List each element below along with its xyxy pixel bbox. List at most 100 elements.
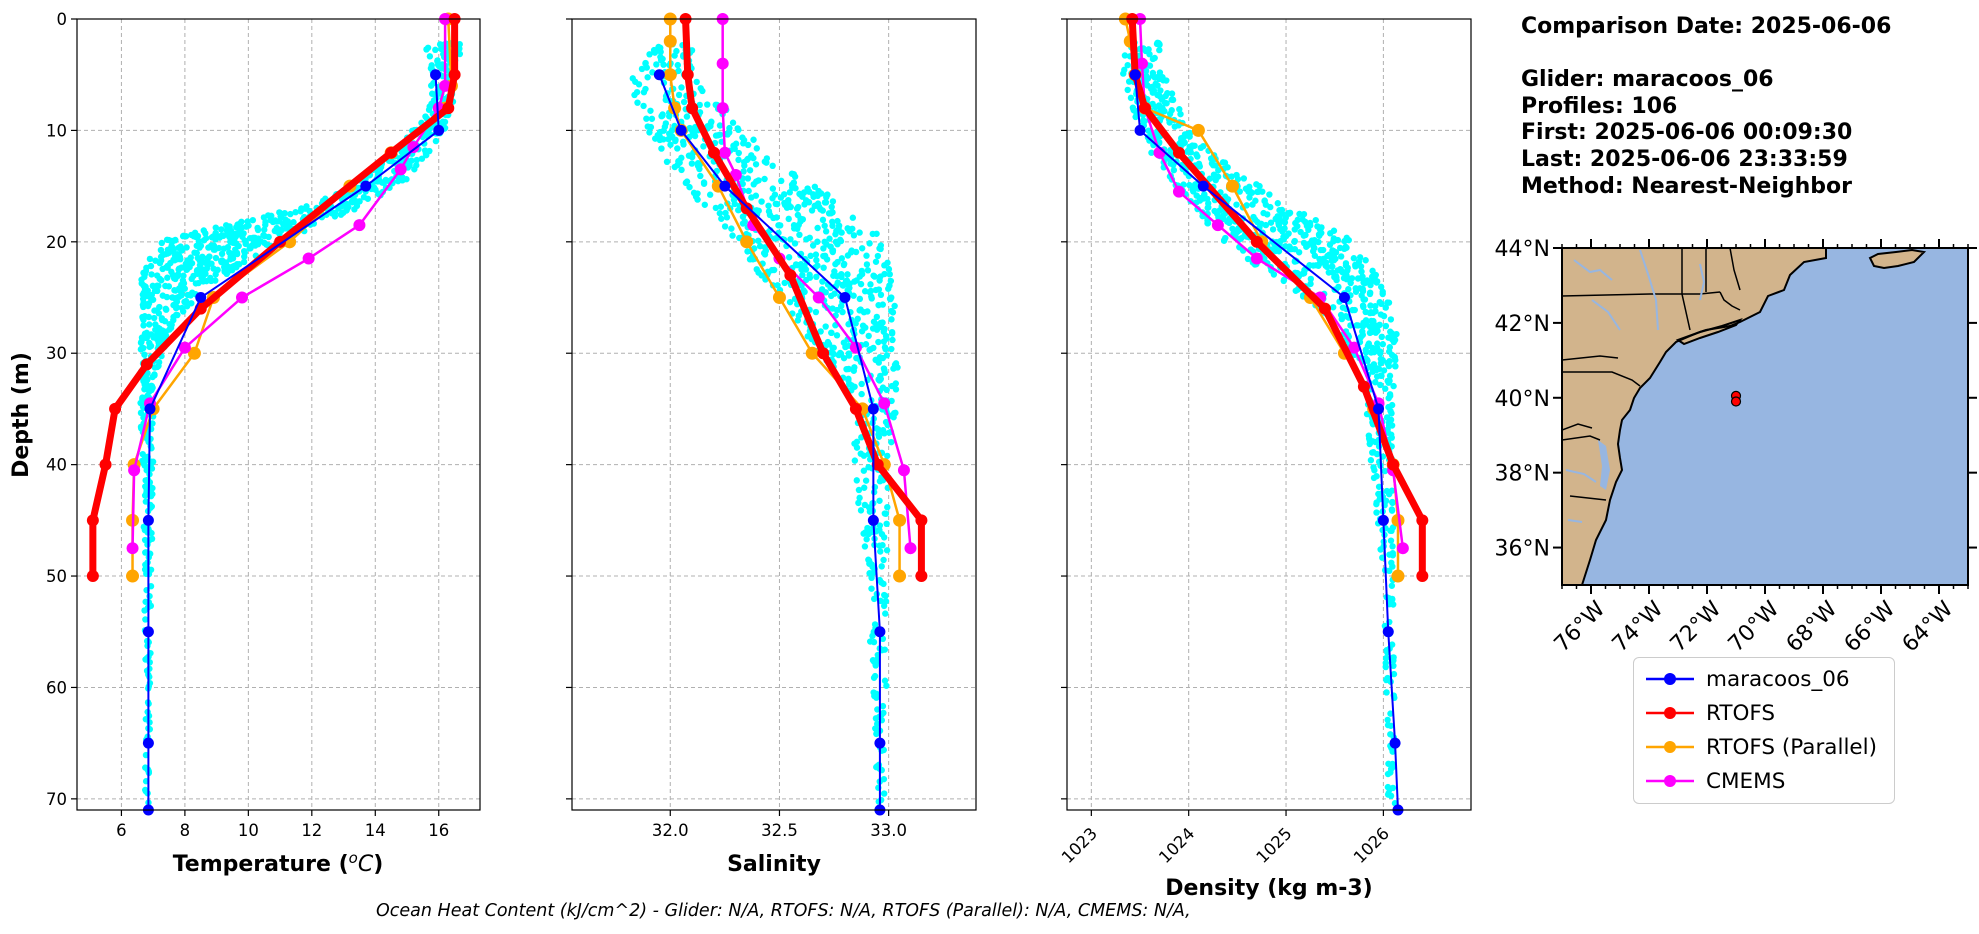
- glider-observation-point: [1127, 94, 1135, 102]
- glider-observation-point: [1220, 215, 1227, 223]
- glider-observation-point: [1373, 509, 1380, 516]
- legend-swatch: [1646, 707, 1694, 719]
- glider-observation-point: [250, 238, 258, 246]
- glider-observation-point: [647, 107, 654, 114]
- glider-observation-point: [885, 265, 893, 273]
- glider-observation-point: [1177, 110, 1184, 118]
- density-grid: [1067, 18, 1471, 810]
- cmems-profile-marker: [878, 397, 891, 410]
- glider-observation-point: [1240, 175, 1248, 182]
- rtofs-profile-marker: [1138, 102, 1151, 115]
- glider-observation-point: [1157, 87, 1164, 94]
- glider-observation-point: [223, 264, 230, 271]
- rtofs-profile-marker: [442, 102, 455, 115]
- glider-observation-point: [158, 331, 166, 338]
- glider-observation-point: [1382, 322, 1390, 330]
- glider-observation-point: [268, 212, 275, 220]
- map-longitude-label: 76°W: [1550, 596, 1611, 657]
- glider-observation-point: [193, 267, 201, 274]
- x-tick-label: 12: [301, 821, 322, 840]
- glider-observation-point: [770, 266, 778, 274]
- rtofs-profile-marker: [1416, 570, 1429, 583]
- glider-observation-point: [1274, 213, 1281, 220]
- glider-observation-point: [182, 297, 190, 305]
- glider-observation-point: [1219, 159, 1227, 166]
- glider-observation-point: [146, 592, 153, 600]
- glider-observation-point: [1169, 96, 1177, 104]
- cmems-profile-marker: [716, 102, 729, 115]
- first-time: First: 2025-06-06 00:09:30: [1521, 120, 1853, 146]
- glider-observation-point: [760, 249, 768, 257]
- glider-observation-point: [674, 61, 682, 69]
- glider-observation-point: [1148, 83, 1156, 91]
- glider-observation-point: [829, 209, 836, 216]
- rtofs_parallel-profile-marker: [663, 68, 677, 82]
- glider-observation-point: [1385, 422, 1393, 429]
- glider-observation-point: [430, 97, 438, 104]
- glider-observation-point: [765, 208, 773, 215]
- glider-observation-point: [168, 247, 175, 254]
- glider-observation-point: [155, 359, 163, 366]
- glider-profile-marker: [195, 292, 207, 304]
- glider-observation-point: [666, 130, 673, 137]
- glider-observation-point: [1388, 506, 1396, 513]
- glider-observation-point: [1386, 391, 1394, 398]
- glider-observation-point: [1389, 760, 1396, 768]
- glider-observation-point: [885, 285, 892, 292]
- glider-observation-point: [864, 267, 872, 274]
- glider-observation-point: [212, 224, 219, 231]
- glider-observation-point: [1294, 223, 1301, 230]
- legend-swatch: [1646, 741, 1694, 753]
- celsius-symbol: C: [358, 852, 374, 877]
- glider-observation-point: [873, 763, 880, 771]
- glider-observation-point: [1272, 247, 1279, 254]
- glider-observation-point: [790, 179, 797, 187]
- glider-profile-marker: [142, 737, 154, 749]
- glider-observation-point: [865, 556, 872, 563]
- glider-observation-point: [1375, 347, 1382, 355]
- glider-observation-point: [1390, 670, 1398, 678]
- glider-observation-point: [807, 252, 814, 260]
- glider-observation-point: [1330, 304, 1337, 311]
- glider-observation-point: [853, 477, 860, 484]
- glider-observation-point: [809, 191, 817, 198]
- glider-observation-point: [1385, 490, 1393, 498]
- glider-observation-point: [1205, 200, 1212, 207]
- glider-observation-point: [413, 156, 420, 164]
- glider-observation-point: [888, 307, 895, 315]
- glider-observation-point: [638, 65, 646, 73]
- glider-observation-point: [155, 338, 163, 345]
- map-longitude-label: 74°W: [1608, 596, 1669, 657]
- legend-label: RTOFS (Parallel): [1706, 735, 1878, 760]
- salinity-axes-frame: [571, 18, 977, 811]
- legend-swatch-marker: [1664, 707, 1676, 719]
- glider-observation-point: [1364, 342, 1372, 350]
- glider-observation-point: [688, 153, 696, 161]
- rtofs-profile-marker: [871, 458, 884, 471]
- glider-observation-point: [183, 303, 191, 310]
- glider-observation-point: [888, 345, 895, 353]
- glider-observation-point: [1367, 457, 1375, 464]
- glider-observation-point: [140, 303, 147, 311]
- temperature-panel: 6 8 10 12 14 16 0 10 20 30 40 50 60 70 Temperature (…: [9, 10, 481, 877]
- glider-profile-marker: [867, 514, 879, 526]
- glider-observation-point: [147, 262, 155, 270]
- glider-observation-point: [1385, 299, 1393, 306]
- glider-observation-point: [761, 175, 768, 183]
- glider-observation-point: [1362, 349, 1370, 356]
- glider-profile-marker: [1382, 626, 1394, 638]
- glider-observation-point: [675, 67, 682, 75]
- glider-observation-point: [732, 140, 740, 147]
- glider-observation-point: [729, 119, 737, 126]
- glider-observation-point: [739, 180, 746, 188]
- glider-observation-point: [876, 245, 883, 252]
- y-tick-label: 40: [46, 456, 67, 475]
- glider-observation-point: [1389, 748, 1396, 755]
- glider-observation-point: [798, 263, 805, 270]
- glider-observation-point: [422, 113, 429, 120]
- glider-observation-point: [817, 206, 824, 213]
- glider-observation-point: [879, 354, 887, 362]
- glider-observation-point: [1211, 207, 1218, 215]
- glider-observation-point: [1267, 219, 1275, 226]
- glider-observation-point: [167, 324, 175, 332]
